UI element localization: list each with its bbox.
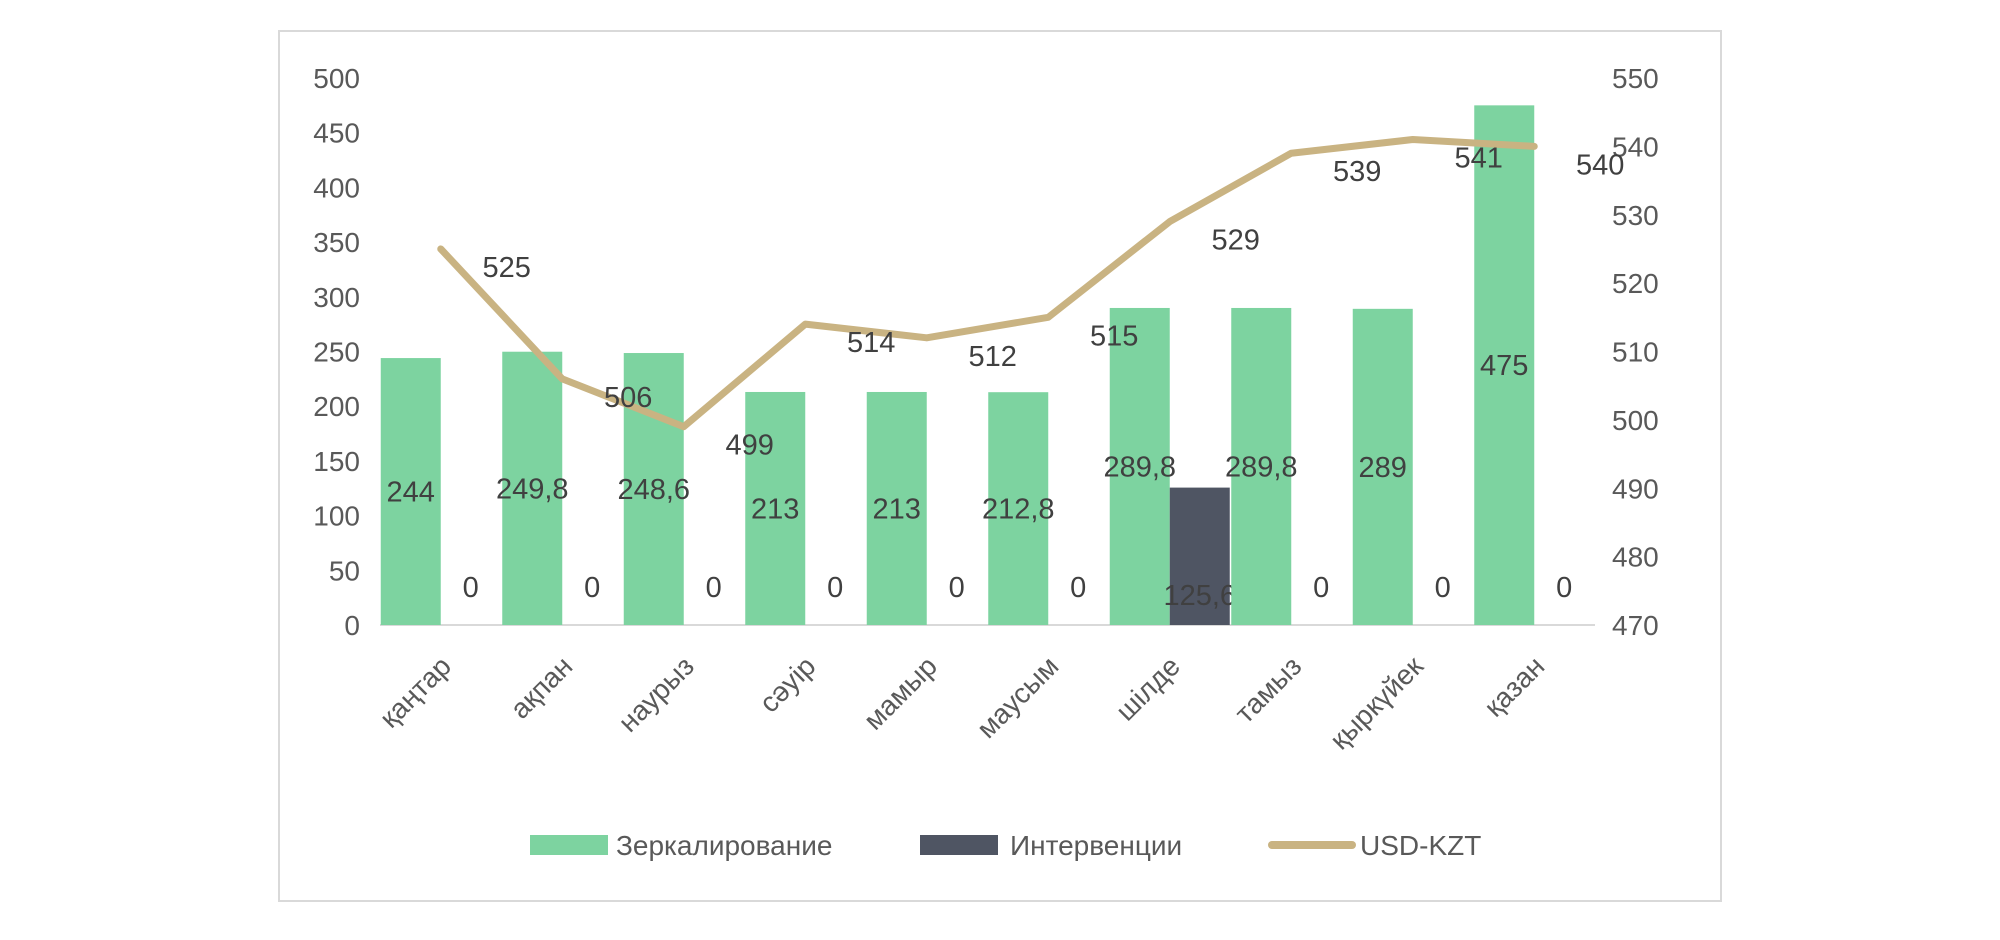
right-axis-tick: 490 — [1612, 473, 1659, 504]
data-label-usd-kzt: 539 — [1333, 156, 1381, 188]
data-label-zerkalirovanie: 289,8 — [1225, 451, 1298, 483]
data-label-usd-kzt: 514 — [847, 327, 895, 359]
data-label-interventsii: 0 — [1435, 572, 1451, 604]
data-label-usd-kzt: 512 — [969, 341, 1017, 373]
data-label-usd-kzt: 499 — [726, 430, 774, 462]
data-label-usd-kzt: 540 — [1576, 149, 1624, 181]
left-axis-tick: 50 — [329, 555, 360, 586]
left-axis-tick: 500 — [313, 63, 360, 94]
data-label-usd-kzt: 541 — [1455, 143, 1503, 175]
category-label: сәуір — [753, 650, 821, 718]
category-label: қаңтар — [374, 650, 457, 733]
bar-zerkalirovanie — [1109, 307, 1170, 625]
legend-label-zerkalirovanie: Зеркалирование — [616, 830, 832, 861]
category-label: қыркүйек — [1324, 650, 1430, 756]
data-label-zerkalirovanie: 248,6 — [617, 474, 690, 506]
bar-interventsii — [1169, 487, 1230, 625]
left-axis-tick: 150 — [313, 446, 360, 477]
bar-zerkalirovanie — [1231, 307, 1292, 625]
right-axis-tick: 480 — [1612, 542, 1659, 573]
data-label-usd-kzt: 529 — [1212, 225, 1260, 257]
data-label-interventsii: 0 — [463, 572, 479, 604]
left-axis-tick: 450 — [313, 118, 360, 149]
bar-zerkalirovanie — [380, 358, 441, 625]
data-label-usd-kzt: 506 — [604, 382, 652, 414]
right-axis-tick: 500 — [1612, 405, 1659, 436]
data-label-zerkalirovanie: 244 — [387, 477, 435, 509]
bar-zerkalirovanie — [988, 392, 1049, 625]
right-axis-tick: 530 — [1612, 200, 1659, 231]
data-label-zerkalirovanie: 213 — [873, 493, 921, 525]
category-label: қазан — [1478, 650, 1550, 722]
category-label: тамыз — [1229, 650, 1308, 729]
data-label-zerkalirovanie: 289,8 — [1103, 451, 1176, 483]
legend-label-usd-kzt: USD-KZT — [1360, 830, 1481, 861]
data-label-usd-kzt: 525 — [483, 252, 531, 284]
bar-zerkalirovanie — [1352, 308, 1413, 625]
data-label-zerkalirovanie: 213 — [751, 493, 799, 525]
data-label-usd-kzt: 515 — [1090, 320, 1138, 352]
data-label-zerkalirovanie: 289 — [1359, 452, 1407, 484]
legend-label-interventsii: Интервенции — [1010, 830, 1182, 861]
right-axis-tick: 540 — [1612, 131, 1659, 162]
category-label: наурыз — [612, 650, 700, 738]
data-label-zerkalirovanie: 475 — [1480, 350, 1528, 382]
category-label: маусым — [971, 650, 1065, 744]
category-label: мамыр — [858, 650, 943, 735]
left-axis-tick: 200 — [313, 391, 360, 422]
left-axis-tick: 0 — [344, 610, 360, 641]
right-axis-tick: 470 — [1612, 610, 1659, 641]
data-label-interventsii: 0 — [706, 572, 722, 604]
data-label-interventsii: 0 — [949, 572, 965, 604]
left-axis-tick: 400 — [313, 172, 360, 203]
legend-swatch-zerkalirovanie — [530, 835, 608, 855]
data-label-interventsii: 0 — [1556, 572, 1572, 604]
bar-zerkalirovanie — [623, 353, 684, 625]
data-label-zerkalirovanie: 212,8 — [982, 494, 1055, 526]
bar-zerkalirovanie — [502, 351, 563, 625]
left-axis-tick: 250 — [313, 337, 360, 368]
category-label: шілде — [1110, 650, 1186, 726]
left-axis-tick: 100 — [313, 501, 360, 532]
category-label: ақпан — [504, 650, 578, 724]
left-axis-tick: 350 — [313, 227, 360, 258]
right-axis-tick: 550 — [1612, 63, 1659, 94]
line-usd-kzt — [437, 136, 1538, 431]
data-label-interventsii: 0 — [1313, 572, 1329, 604]
data-label-interventsii: 0 — [584, 572, 600, 604]
data-label-interventsii: 0 — [1070, 572, 1086, 604]
legend-swatch-interventsii — [920, 835, 998, 855]
data-label-interventsii: 125,6 — [1163, 580, 1236, 612]
data-label-interventsii: 0 — [827, 572, 843, 604]
right-axis-tick: 520 — [1612, 268, 1659, 299]
left-axis-tick: 300 — [313, 282, 360, 313]
bar-zerkalirovanie — [1474, 105, 1535, 626]
bar-zerkalirovanie — [866, 391, 927, 625]
data-label-zerkalirovanie: 249,8 — [496, 473, 569, 505]
right-axis-tick: 510 — [1612, 337, 1659, 368]
bar-zerkalirovanie — [745, 391, 806, 625]
